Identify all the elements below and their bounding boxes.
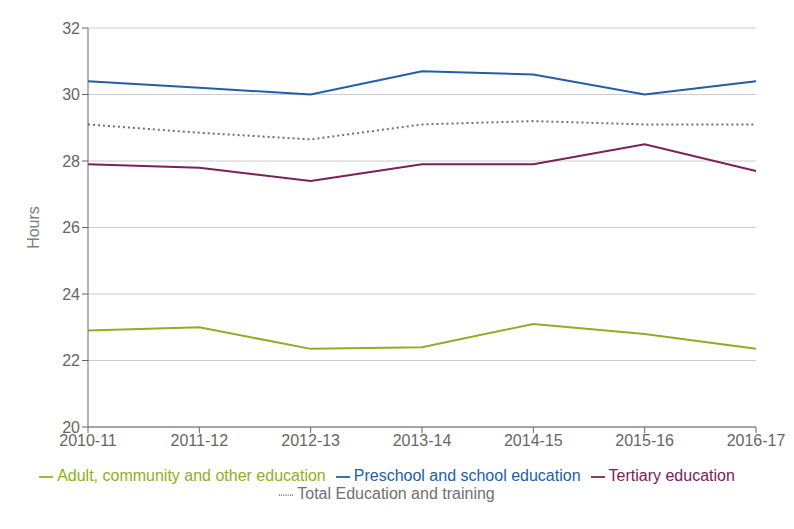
html-text:Tertiary education: Tertiary education <box>608 467 735 484</box>
svg-text:2015-16: 2015-16 <box>615 432 674 449</box>
svg-text:32: 32 <box>62 20 80 37</box>
svg-text:2011-12: 2011-12 <box>171 432 229 449</box>
svg-text:2014-15: 2014-15 <box>504 432 563 449</box>
svg-text:20: 20 <box>62 419 80 436</box>
svg-text:24: 24 <box>62 286 80 303</box>
svg-text:22: 22 <box>62 352 80 369</box>
svg-text:30: 30 <box>62 86 80 103</box>
svg-text:Hours: Hours <box>25 206 42 249</box>
html-text:Preschool and school education: Preschool and school education <box>353 467 581 484</box>
svg-text:2010-11: 2010-11 <box>59 432 117 450</box>
html-text:Total Education and training: Total Education and training <box>297 485 495 502</box>
svg-text:2016-17: 2016-17 <box>727 432 786 449</box>
html-text:Adult, community and other edu: Adult, community and other education <box>57 467 326 484</box>
svg-text:28: 28 <box>62 153 80 170</box>
svg-text:26: 26 <box>62 219 80 236</box>
svg-text:2013-14: 2013-14 <box>393 432 452 449</box>
svg-text:2012-13: 2012-13 <box>281 432 340 449</box>
